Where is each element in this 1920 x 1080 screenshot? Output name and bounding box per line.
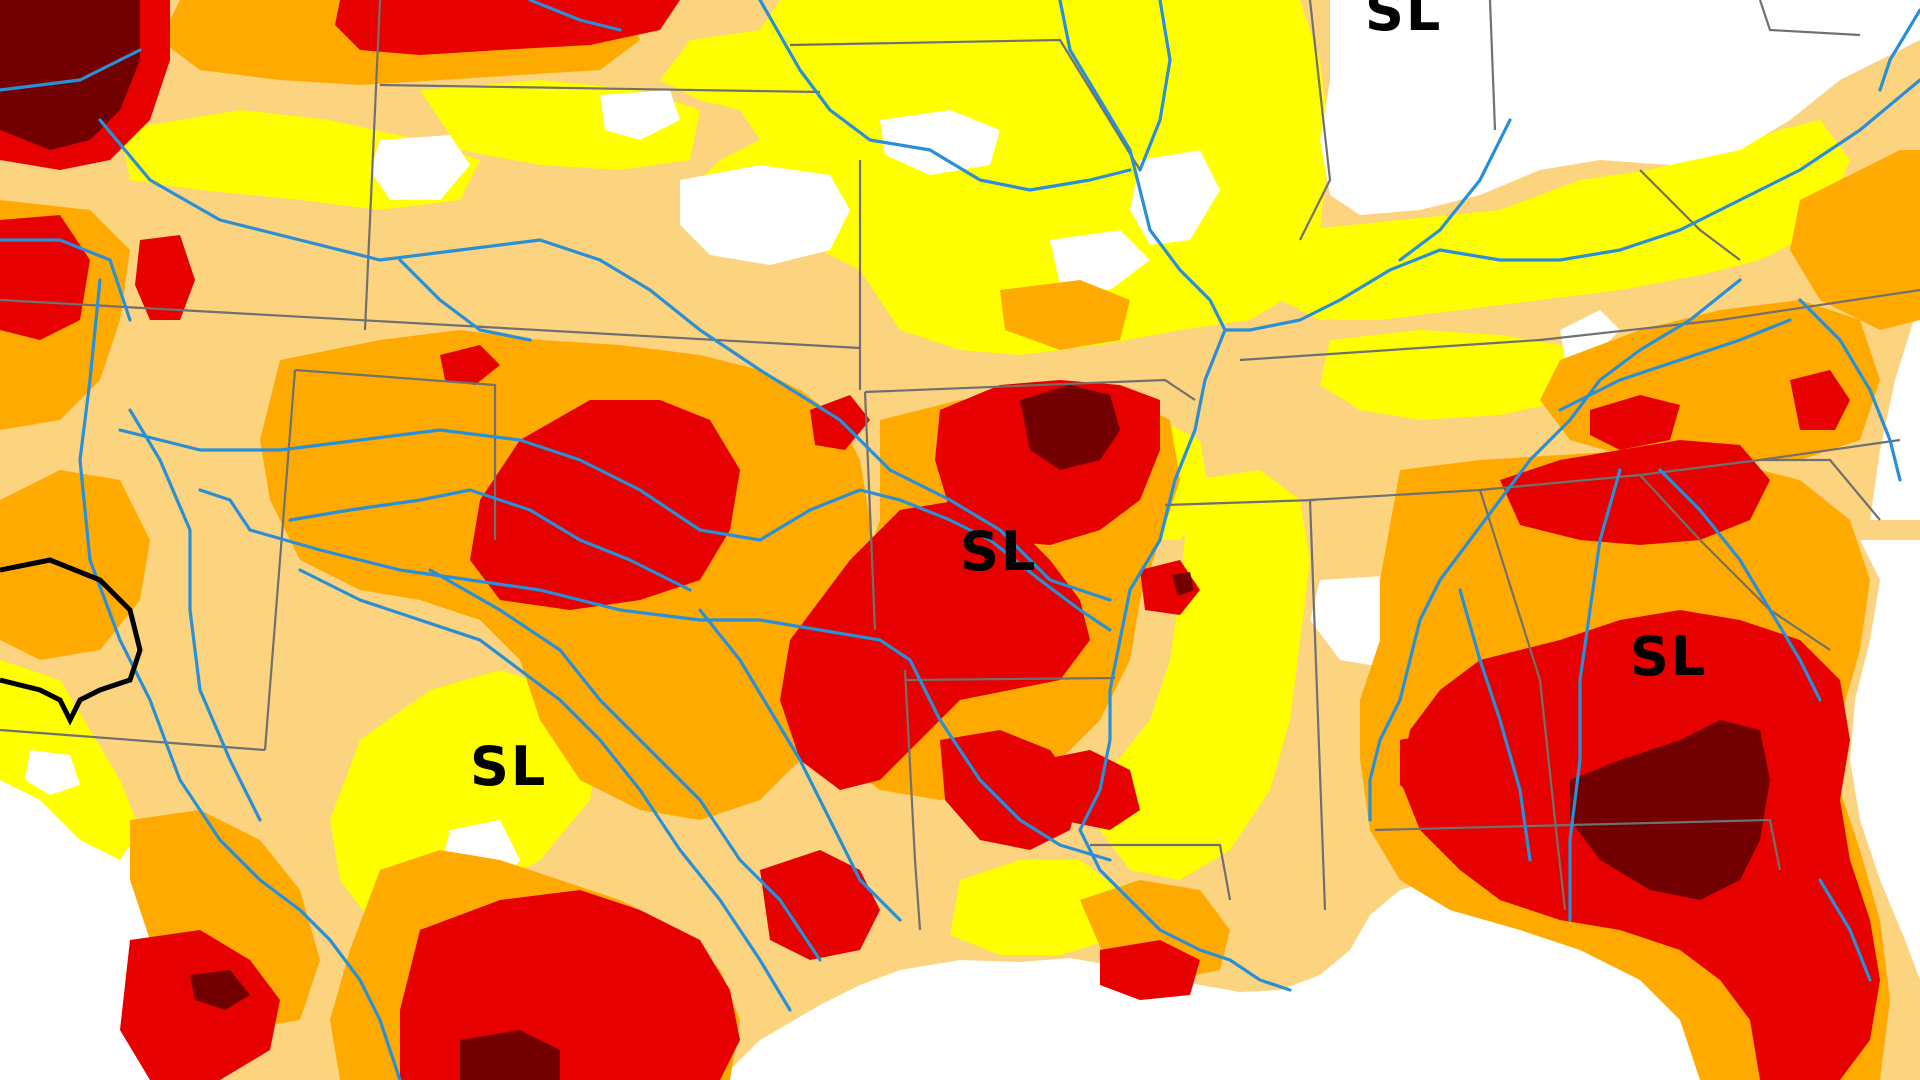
river-colorado-tx (298, 568, 792, 1012)
river-east-coast (1798, 298, 1902, 482)
border-nm-tx (263, 369, 297, 751)
d2-virginia (1790, 150, 1920, 330)
river-illinois (1138, 0, 1172, 172)
d3-kansas-spot (440, 345, 500, 385)
border-ia-mo (789, 38, 1141, 171)
river-trinity (698, 608, 902, 922)
d3-texas-south (400, 890, 740, 1080)
river-tombigbee (1458, 588, 1532, 862)
river-missouri-upper (0, 48, 142, 92)
river-brazos (428, 568, 822, 962)
white-missouri (880, 110, 1000, 175)
d3-alabama-spot (1400, 730, 1480, 810)
impact-labels: SL SL SL SL (470, 0, 1707, 798)
border-mo-ar (864, 378, 1196, 401)
d0-ohio-valley (1280, 120, 1850, 320)
border-ar-la (904, 676, 1116, 682)
river-ohio-upper (1878, 8, 1920, 92)
border-ms-al (1308, 499, 1327, 911)
d3-oklahoma-south (780, 500, 1090, 790)
river-arkansas (118, 428, 1112, 632)
atlantic-ocean (1850, 540, 1920, 980)
border-tx-la (903, 669, 922, 931)
d4-georgia (1570, 720, 1770, 900)
white-kansas (680, 165, 850, 265)
river-missouri (758, 0, 1132, 192)
impact-label-arkansas: SL (960, 520, 1037, 583)
impact-label-texas: SL (470, 735, 547, 798)
border-il-in (1299, 0, 1332, 241)
river-red-upper (198, 488, 252, 532)
d3-tn-east (1590, 395, 1680, 450)
d3-co-spot (135, 235, 195, 320)
river-kansas (98, 118, 1112, 602)
d3-oklahoma-west (470, 400, 740, 610)
river-suwannee (1818, 878, 1872, 982)
d4-ar-spot (1172, 572, 1194, 596)
river-red (248, 528, 1112, 862)
border-ne-ks (379, 83, 821, 94)
atlantic-ocean-north (1870, 300, 1920, 520)
d3-nebraska-north (335, 0, 680, 55)
border-tx-nm-south (0, 728, 266, 752)
river-ohio (1223, 78, 1920, 332)
river-canadian (288, 488, 692, 592)
d4-layer (0, 0, 1770, 1080)
river-arkansas-north (0, 238, 132, 322)
river-wabash (1398, 118, 1512, 262)
d3-layer (0, 0, 1880, 1080)
d4-colorado-north (0, 0, 140, 150)
impact-label-north: SL (1365, 0, 1442, 43)
border-mi-oh (1758, 0, 1861, 37)
river-tennessee (1368, 278, 1742, 822)
border-nc-sc (1760, 458, 1881, 521)
border-ky-va (1639, 169, 1741, 261)
white-nm-spot (25, 750, 80, 795)
d3-texas-southwest (120, 930, 280, 1080)
d4-arkansas (1020, 385, 1120, 470)
border-al-ga (1478, 489, 1567, 911)
d3-colorado-west (0, 215, 90, 340)
d3-texas-coast (760, 850, 880, 960)
border-ok-tx-pan (294, 368, 497, 540)
white-kansas-2 (370, 135, 470, 200)
white-missouri-2 (1050, 230, 1150, 290)
impact-label-georgia: SL (1630, 625, 1707, 688)
river-cumberland (1558, 318, 1792, 412)
river-kansas-2 (398, 258, 532, 342)
d3-louisiana (1040, 750, 1140, 830)
state-borders (0, 0, 1920, 931)
d4-texas-sw-spot (190, 970, 250, 1010)
d0-north-central (660, 0, 1330, 355)
border-ky-tn (1239, 288, 1920, 362)
border-in-oh (1488, 0, 1497, 131)
border-ga-sc (1639, 474, 1831, 651)
border-fl-ga (1374, 818, 1782, 871)
impact-boundary-outline (0, 557, 143, 726)
river-pecos-real (128, 408, 262, 822)
river-chattahoochee (1568, 468, 1622, 922)
border-ar-tn (1164, 498, 1316, 507)
white-illinois-south (1130, 150, 1220, 245)
d2-mo-spot (1000, 280, 1130, 350)
border-la-south (1090, 843, 1232, 901)
d3-louisiana-coast (1100, 940, 1200, 1000)
river-rio-grande (78, 278, 402, 1080)
impact-boundary-layer (0, 557, 143, 726)
d4-texas-south (460, 1030, 560, 1080)
d3-carolinas (1790, 370, 1850, 430)
river-mississippi (1058, 0, 1292, 992)
white-ne-spot (600, 90, 680, 140)
river-savannah (1658, 468, 1822, 702)
d0-mississippi (1100, 470, 1310, 880)
river-platte (528, 0, 622, 32)
white-illinois-ohio (1320, 0, 1920, 215)
d2-nm (0, 470, 150, 660)
border-co-east (363, 0, 382, 331)
d0-louisiana (950, 860, 1120, 955)
border-ok-ar (863, 391, 877, 631)
